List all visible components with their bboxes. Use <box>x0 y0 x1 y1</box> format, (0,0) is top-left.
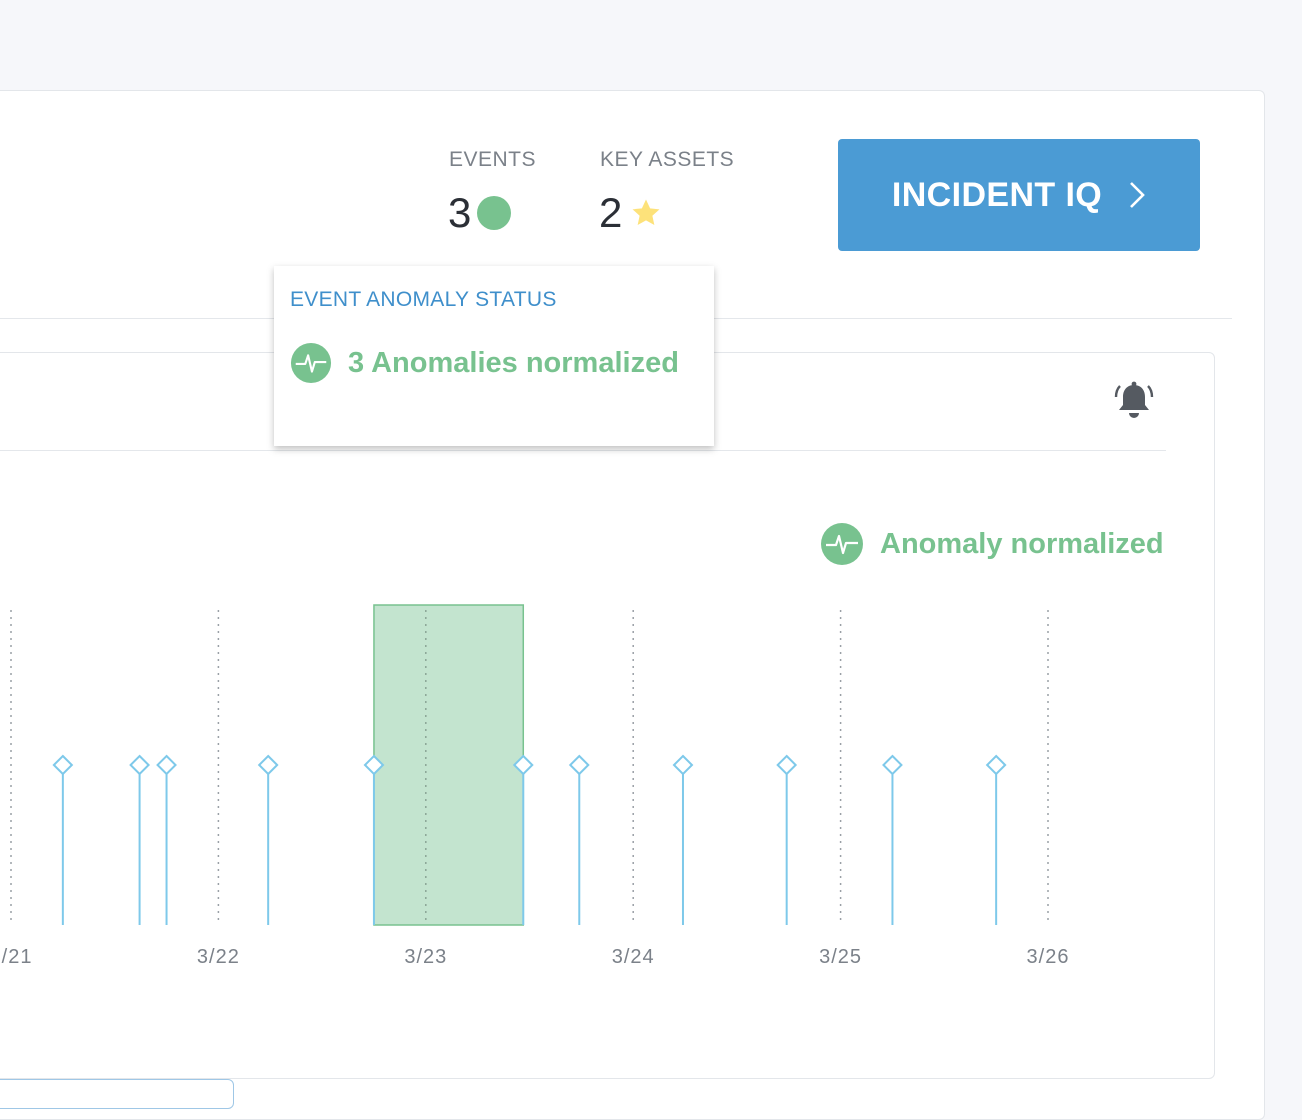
event-diamond[interactable] <box>156 754 177 776</box>
incident-iq-button[interactable]: INCIDENT IQ <box>838 139 1200 251</box>
event-diamond[interactable] <box>52 754 74 776</box>
event-diamond[interactable] <box>882 754 903 776</box>
event-diamond[interactable] <box>129 754 151 776</box>
event-marker[interactable] <box>52 754 74 925</box>
legend-label: Anomaly normalized <box>880 527 1164 560</box>
timeline-chart: 3/21 3/22 3/23 3/24 3/25 3/26 <box>0 604 1070 968</box>
event-marker[interactable] <box>512 754 534 925</box>
event-marker[interactable] <box>363 754 385 925</box>
bell-icon[interactable] <box>1114 380 1154 422</box>
events-count[interactable]: 3 <box>448 189 512 236</box>
events-label: EVENTS <box>449 148 537 171</box>
event-diamond[interactable] <box>257 754 279 776</box>
status-dot-icon <box>477 196 512 230</box>
event-marker[interactable] <box>156 754 177 925</box>
legend: Anomaly normalized <box>820 522 1164 566</box>
event-diamond[interactable] <box>363 754 385 776</box>
x-tick-label: 3/23 <box>404 946 447 968</box>
tooltip-status-text: 3 Anomalies normalized <box>348 346 679 379</box>
key-assets-count[interactable]: 2 <box>599 191 664 235</box>
pulse-icon <box>290 342 332 384</box>
event-marker[interactable] <box>776 754 798 925</box>
x-tick-label: 3/25 <box>819 946 862 968</box>
event-marker[interactable] <box>129 754 151 925</box>
key-assets-value: 2 <box>599 189 623 236</box>
event-marker[interactable] <box>672 754 694 925</box>
event-marker[interactable] <box>257 754 279 925</box>
timeline-card <box>0 352 1215 1079</box>
x-tick-label: 3/21 <box>0 946 32 968</box>
x-tick-label: 3/24 <box>612 946 655 968</box>
anomaly-status-tooltip: EVENT ANOMALY STATUS 3 Anomalies normali… <box>274 266 714 446</box>
event-marker[interactable] <box>882 754 903 925</box>
key-assets-label: KEY ASSETS <box>600 148 735 171</box>
chart-header-divider <box>0 450 1166 451</box>
tooltip-status-row: 3 Anomalies normalized <box>290 342 698 384</box>
event-marker[interactable] <box>568 754 590 925</box>
chevron-right-icon <box>1130 182 1145 208</box>
bottom-panel-tab[interactable] <box>0 1079 234 1109</box>
event-diamond[interactable] <box>568 754 590 776</box>
x-tick-label: 3/26 <box>1027 946 1070 968</box>
event-diamond[interactable] <box>776 754 798 776</box>
anomaly-window[interactable] <box>373 604 525 926</box>
star-icon <box>632 199 660 226</box>
event-marker[interactable] <box>985 754 1007 925</box>
events-value: 3 <box>448 189 472 236</box>
x-tick-label: 3/22 <box>197 946 240 968</box>
event-diamond[interactable] <box>512 754 534 776</box>
event-diamond[interactable] <box>985 754 1007 776</box>
pulse-icon <box>821 523 863 565</box>
event-diamond[interactable] <box>672 754 694 776</box>
tooltip-title: EVENT ANOMALY STATUS <box>290 288 557 311</box>
incident-iq-label: INCIDENT IQ <box>891 175 1103 214</box>
